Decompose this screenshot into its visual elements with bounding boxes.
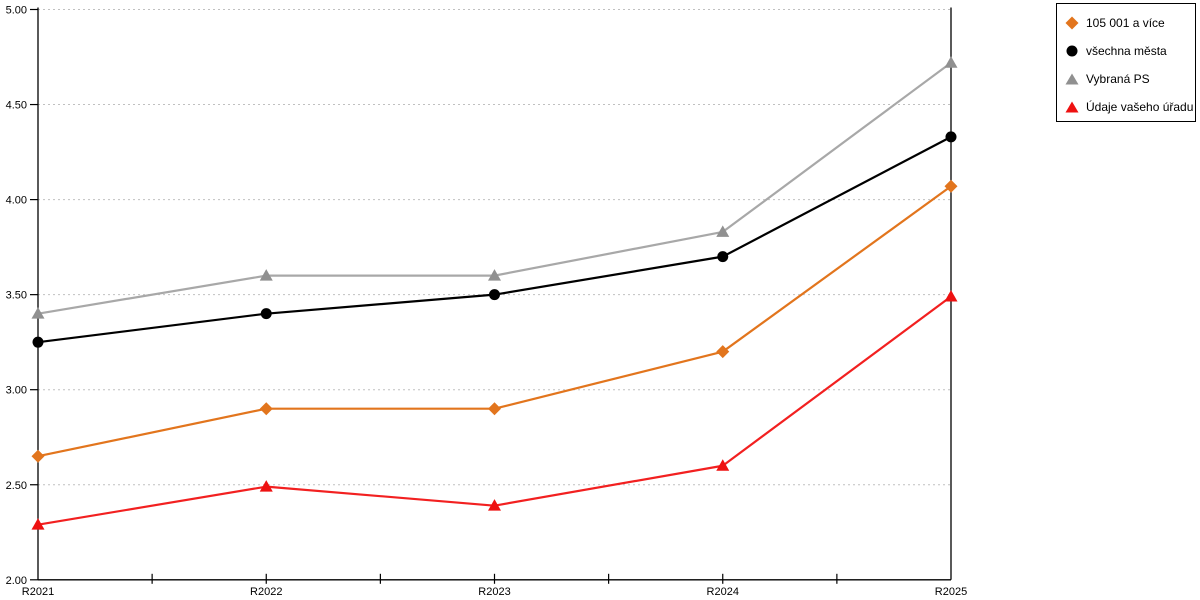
chart-legend: 105 001 a více všechna města Vybraná PS Úda… <box>1056 3 1196 122</box>
data-point-daje-va-eho-adu-r2025 <box>944 290 958 302</box>
data-point-v-echna-m-sta-r2024 <box>717 251 729 263</box>
legend-item-label: všechna města <box>1086 44 1167 58</box>
legend-item-label: Údaje vašeho úřadu <box>1086 100 1194 114</box>
triangle-glyph <box>1065 73 1079 85</box>
diamond-glyph <box>1065 16 1079 30</box>
diamond-icon <box>1065 16 1079 30</box>
x-tick-label: R2024 <box>707 586 739 598</box>
triangle-glyph <box>1065 101 1079 113</box>
legend-item-label: 105 001 a více <box>1086 16 1165 30</box>
data-point-v-echna-m-sta-r2025 <box>945 131 957 143</box>
y-tick-label: 4.50 <box>6 100 27 112</box>
series-line-v-echna-m-sta <box>36 135 953 344</box>
legend-item-105-001-a-v-ce: 105 001 a více <box>1065 10 1191 37</box>
x-tick-label: R2023 <box>478 586 510 598</box>
x-tick-label: R2022 <box>250 586 282 598</box>
data-point-105-001-a-v-ce-r2022 <box>259 402 273 416</box>
legend-item-v-echna-m-sta: všechna města <box>1065 38 1191 65</box>
triangle-icon <box>1065 73 1079 85</box>
data-point-vybran-ps-r2024 <box>716 225 730 237</box>
data-point-105-001-a-v-ce-r2023 <box>488 402 501 416</box>
data-point-105-001-a-v-ce-r2021 <box>31 449 45 463</box>
data-point-vybran-ps-r2025 <box>944 56 958 68</box>
data-point-105-001-a-v-ce-r2025 <box>944 179 958 193</box>
y-tick-label: 2.00 <box>6 575 27 587</box>
legend-item-vybran-ps: Vybraná PS <box>1065 66 1191 93</box>
legend-item-label: Vybraná PS <box>1086 72 1150 86</box>
legend-item-daje-va-eho-adu: Údaje vašeho úřadu <box>1065 94 1194 121</box>
data-point-vybran-ps-r2022 <box>259 269 273 281</box>
triangle-icon <box>1065 101 1079 113</box>
y-tick-label: 3.50 <box>6 290 27 302</box>
data-point-daje-va-eho-adu-r2022 <box>259 480 273 492</box>
data-point-daje-va-eho-adu-r2023 <box>488 499 501 511</box>
circle-icon <box>1066 45 1078 57</box>
data-point-105-001-a-v-ce-r2024 <box>716 345 730 359</box>
data-point-v-echna-m-sta-r2021 <box>32 336 44 348</box>
y-tick-label: 3.00 <box>6 385 27 397</box>
data-point-daje-va-eho-adu-r2021 <box>31 518 45 530</box>
data-point-vybran-ps-r2023 <box>488 269 501 281</box>
data-point-v-echna-m-sta-r2022 <box>260 308 272 320</box>
data-point-vybran-ps-r2021 <box>31 307 45 319</box>
x-tick-label: R2021 <box>22 586 54 598</box>
series-line-105-001-a-v-ce <box>36 185 953 458</box>
y-tick-label: 2.50 <box>6 480 27 492</box>
circle-glyph <box>1066 45 1078 57</box>
data-point-daje-va-eho-adu-r2024 <box>716 459 730 471</box>
x-tick-label: R2025 <box>935 586 967 598</box>
y-tick-label: 4.00 <box>6 195 27 207</box>
data-point-v-echna-m-sta-r2023 <box>489 289 500 301</box>
y-tick-label: 5.00 <box>6 5 27 17</box>
